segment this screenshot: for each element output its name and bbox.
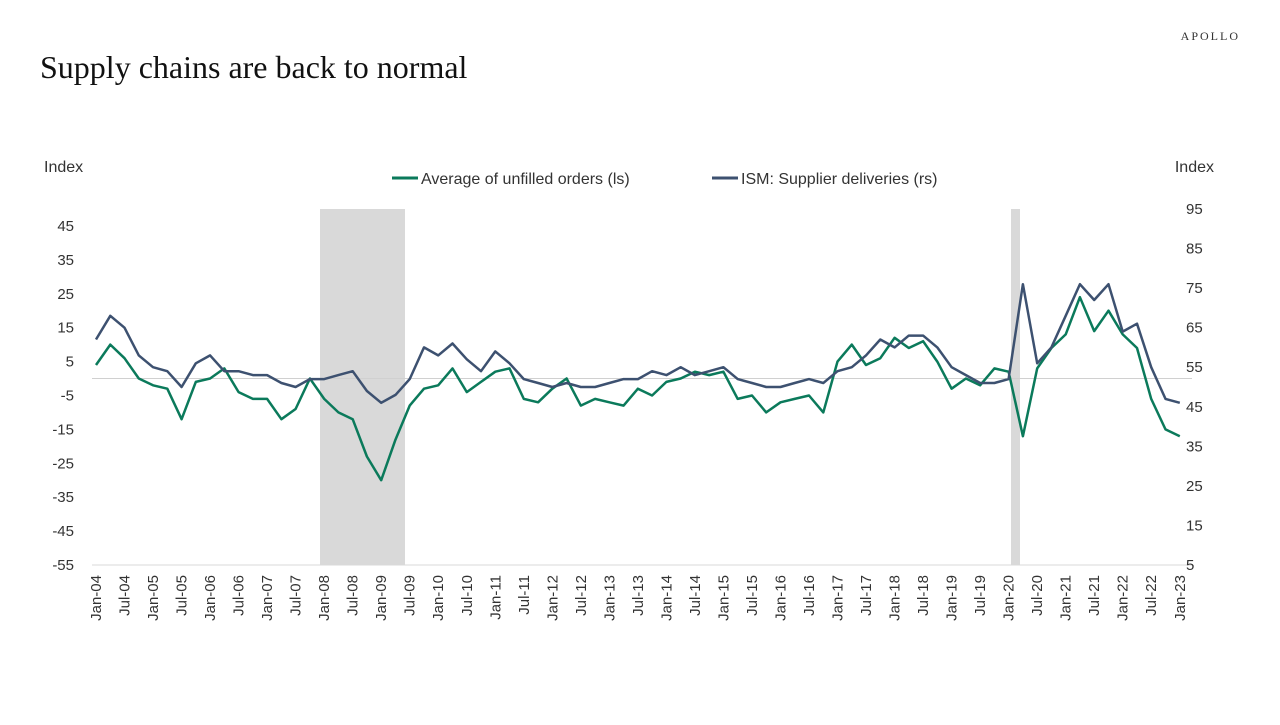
x-tick-label: Jan-06 — [202, 575, 219, 621]
y-tick-label: -15 — [52, 421, 74, 438]
y2-tick-label: 55 — [1186, 359, 1203, 376]
series-line — [94, 295, 1181, 482]
chart-title: Supply chains are back to normal — [40, 49, 468, 85]
y-tick-label: 25 — [57, 286, 74, 303]
x-tick-label: Jan-05 — [145, 575, 162, 621]
x-tick-label: Jan-10 — [430, 575, 447, 621]
x-tick-label: Jan-22 — [1115, 575, 1132, 621]
series-line — [94, 282, 1181, 405]
x-tick-label: Jan-23 — [1172, 575, 1189, 621]
x-tick-label: Jul-04 — [117, 575, 134, 616]
x-tick-label: Jan-19 — [944, 575, 961, 621]
x-tick-label: Jan-15 — [715, 575, 732, 621]
y2-tick-label: 45 — [1186, 399, 1203, 416]
y-tick-label: -25 — [52, 455, 74, 472]
x-tick-label: Jul-17 — [858, 575, 875, 616]
x-tick-label: Jul-18 — [915, 575, 932, 616]
y2-tick-label: 15 — [1186, 517, 1203, 534]
x-tick-label: Jul-10 — [459, 575, 476, 616]
y2-axis-title: Index — [1175, 159, 1214, 176]
x-tick-label: Jul-15 — [744, 575, 761, 616]
y2-tick-label: 25 — [1186, 478, 1203, 495]
x-tick-label: Jan-13 — [601, 575, 618, 621]
x-tick-label: Jul-19 — [972, 575, 989, 616]
y-tick-label: 15 — [57, 320, 74, 337]
x-tick-label: Jan-16 — [772, 575, 789, 621]
y-tick-label: 5 — [66, 354, 74, 371]
y-tick-label: 45 — [57, 218, 74, 235]
x-tick-label: Jan-21 — [1058, 575, 1075, 621]
x-tick-label: Jul-08 — [345, 575, 362, 616]
y-tick-label: -55 — [52, 557, 74, 574]
x-tick-label: Jan-14 — [658, 575, 675, 621]
x-tick-label: Jan-17 — [830, 575, 847, 621]
x-tick-label: Jan-04 — [88, 575, 105, 621]
x-tick-label: Jan-09 — [373, 575, 390, 621]
x-tick-label: Jul-21 — [1086, 575, 1103, 616]
x-tick-label: Jan-20 — [1001, 575, 1018, 621]
y-axis-title: Index — [44, 159, 83, 176]
y-tick-label: -45 — [52, 523, 74, 540]
y2-tick-label: 85 — [1186, 241, 1203, 258]
x-tick-label: Jul-12 — [573, 575, 590, 616]
x-tick-label: Jan-07 — [259, 575, 276, 621]
x-tick-label: Jan-18 — [887, 575, 904, 621]
y-tick-label: -5 — [61, 387, 74, 404]
x-tick-label: Jul-13 — [630, 575, 647, 616]
y2-tick-label: 95 — [1186, 201, 1203, 218]
x-tick-label: Jan-11 — [487, 575, 504, 620]
y2-tick-label: 65 — [1186, 320, 1203, 337]
x-tick-label: Jul-14 — [687, 575, 704, 616]
x-tick-label: Jul-22 — [1143, 575, 1160, 616]
brand: APOLLO — [1181, 29, 1240, 43]
legend-label: ISM: Supplier deliveries (rs) — [741, 171, 938, 188]
y-tick-label: 35 — [57, 252, 74, 269]
x-tick-label: Jul-09 — [402, 575, 419, 616]
x-tick-label: Jan-08 — [316, 575, 333, 621]
x-tick-label: Jul-07 — [288, 575, 305, 616]
x-tick-label: Jul-16 — [801, 575, 818, 616]
y2-tick-label: 5 — [1186, 557, 1194, 574]
legend-label: Average of unfilled orders (ls) — [421, 171, 630, 188]
recession-shade — [1011, 209, 1020, 565]
x-tick-label: Jul-11 — [516, 575, 533, 615]
y-tick-label: -35 — [52, 489, 74, 506]
y2-tick-label: 75 — [1186, 280, 1203, 297]
x-tick-label: Jan-12 — [544, 575, 561, 621]
x-tick-label: Jul-05 — [174, 575, 191, 616]
x-tick-label: Jul-06 — [231, 575, 248, 616]
x-tick-label: Jul-20 — [1029, 575, 1046, 616]
y2-tick-label: 35 — [1186, 438, 1203, 455]
